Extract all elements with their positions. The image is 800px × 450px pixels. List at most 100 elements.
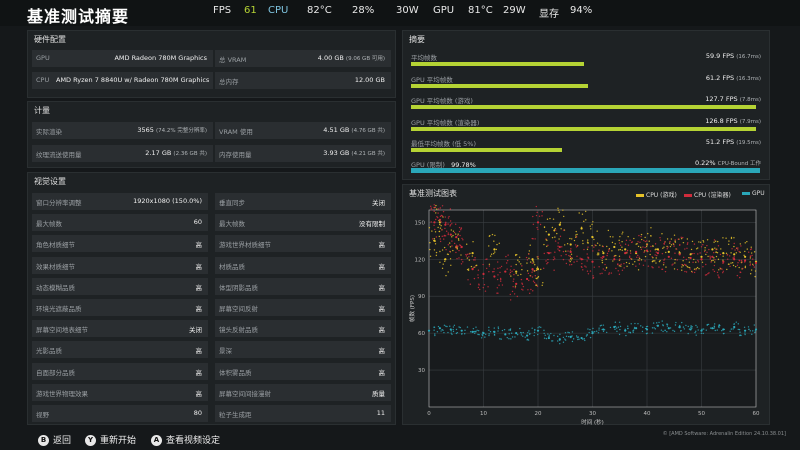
setting-row[interactable]: 材质品质 高 xyxy=(215,256,391,274)
data-point-density xyxy=(726,268,728,271)
data-point-density xyxy=(442,263,444,265)
setting-row[interactable]: 体型阴影品质 高 xyxy=(215,277,391,295)
setting-row[interactable]: 环境光遮蔽品质 高 xyxy=(32,299,208,316)
setting-row[interactable]: 动态模糊品质 高 xyxy=(32,277,208,295)
setting-row[interactable]: 屏幕空间间接漫射 质量 xyxy=(215,383,391,401)
data-point-density xyxy=(535,205,538,208)
data-point-density xyxy=(474,332,476,334)
header-bar: 基准测试摘要 FPS 61 CPU 82°C 28% 30W GPU 81°C … xyxy=(0,0,800,26)
data-point-density xyxy=(482,263,484,266)
data-point-density xyxy=(601,272,603,275)
data-point-density xyxy=(673,245,675,247)
data-point-density xyxy=(749,248,752,251)
data-point-density xyxy=(557,242,559,244)
data-point-density xyxy=(612,260,614,262)
data-point-density xyxy=(434,243,437,245)
back-button[interactable]: B 返回 xyxy=(38,433,71,446)
setting-row[interactable]: 光影品质 高 xyxy=(32,341,208,359)
setting-row[interactable]: 自面部分品质 高 xyxy=(32,362,208,380)
data-point-density xyxy=(637,254,639,257)
setting-row[interactable]: 屏幕空间反射 高 xyxy=(215,299,391,316)
data-point-density xyxy=(566,243,569,245)
summary-bar xyxy=(411,105,756,109)
data-point-density xyxy=(434,228,436,231)
data-point-density xyxy=(529,275,532,277)
data-point-density xyxy=(465,255,468,257)
data-point-density xyxy=(638,259,641,262)
setting-row[interactable]: 粒子生成距 11 xyxy=(215,405,391,422)
setting-label: 游戏世界物理效果 xyxy=(36,389,88,398)
data-point-density xyxy=(564,339,567,341)
data-point-density xyxy=(488,334,490,337)
setting-row[interactable]: 镜头反射品质 高 xyxy=(215,320,391,338)
data-point-density xyxy=(441,229,443,231)
data-point-density xyxy=(571,340,574,343)
data-point-density xyxy=(430,209,433,211)
setting-row[interactable]: 最大帧数 60 xyxy=(32,214,208,232)
setting-row[interactable]: 最大帧数 没有限制 xyxy=(215,214,391,232)
setting-row[interactable]: 游戏世界物理效果 高 xyxy=(32,383,208,401)
restart-button[interactable]: Y 重新开始 xyxy=(85,433,136,446)
data-point-density xyxy=(621,269,624,271)
data-point-density xyxy=(697,259,699,262)
data-point-density xyxy=(593,246,595,248)
data-point-density xyxy=(532,260,535,262)
setting-row[interactable]: 体积雾品质 高 xyxy=(215,362,391,380)
data-point-density xyxy=(585,219,587,221)
data-point-density xyxy=(576,245,579,247)
setting-row[interactable]: 游戏世界材质细节 高 xyxy=(215,235,391,253)
data-point-density xyxy=(691,271,694,273)
setting-row[interactable]: 视野 80 xyxy=(32,405,208,422)
setting-row[interactable]: 窗口分辨率调整 1920x1080 (150.0%) xyxy=(32,193,208,210)
data-point-density xyxy=(628,255,631,257)
data-point-density xyxy=(439,240,442,243)
data-point-density xyxy=(614,325,617,328)
data-point-density xyxy=(577,338,579,341)
data-point-density xyxy=(562,336,565,339)
setting-row[interactable]: 垂直同步 关闭 xyxy=(215,193,391,210)
data-point-density xyxy=(542,282,544,284)
data-point-density xyxy=(569,255,572,258)
data-point-density xyxy=(443,246,446,249)
data-point-density xyxy=(749,330,751,332)
setting-row[interactable]: 角色材质细节 高 xyxy=(32,235,208,253)
data-point-density xyxy=(731,262,734,264)
setting-row[interactable]: 屏幕空间地表细节 关闭 xyxy=(32,320,208,338)
data-point-density xyxy=(545,238,547,240)
data-point-density xyxy=(499,267,501,269)
view-settings-button[interactable]: A 查看视频设定 xyxy=(151,433,220,446)
setting-row[interactable]: 景深 高 xyxy=(215,341,391,359)
summary-label: GPU 平均帧数 (渲染器) xyxy=(411,118,480,127)
data-point-density xyxy=(735,252,738,254)
data-point-density xyxy=(441,267,444,270)
data-point-density xyxy=(744,261,746,263)
data-point xyxy=(635,250,638,253)
data-point-density xyxy=(522,289,524,291)
data-point xyxy=(689,256,692,260)
data-point-density xyxy=(665,251,667,254)
setting-label: 屏幕空间反射 xyxy=(219,305,258,313)
summary-bar xyxy=(411,148,562,152)
data-point-density xyxy=(510,275,512,277)
gpu-temp: 81°C xyxy=(468,5,493,16)
data-point-density xyxy=(529,332,531,335)
data-point-density xyxy=(445,325,447,327)
data-point-density xyxy=(623,267,625,269)
data-point-density xyxy=(447,244,450,246)
data-point-density xyxy=(513,273,515,276)
data-point-density xyxy=(497,330,499,332)
data-point-density xyxy=(739,331,741,333)
data-point-density xyxy=(448,242,451,244)
hw-ram-row: 总内存 12.00 GB xyxy=(215,72,391,89)
data-point-density xyxy=(671,264,673,266)
setting-label: 粒子生成距 xyxy=(219,411,252,419)
data-point-density xyxy=(621,249,623,251)
data-point xyxy=(733,253,736,256)
data-point-density xyxy=(489,330,492,333)
setting-row[interactable]: 效果材质细节 高 xyxy=(32,256,208,274)
data-point-density xyxy=(751,254,753,257)
data-point-density xyxy=(514,287,517,289)
data-point-density xyxy=(444,227,446,230)
data-point-density xyxy=(751,333,753,335)
data-point-density xyxy=(520,273,522,276)
